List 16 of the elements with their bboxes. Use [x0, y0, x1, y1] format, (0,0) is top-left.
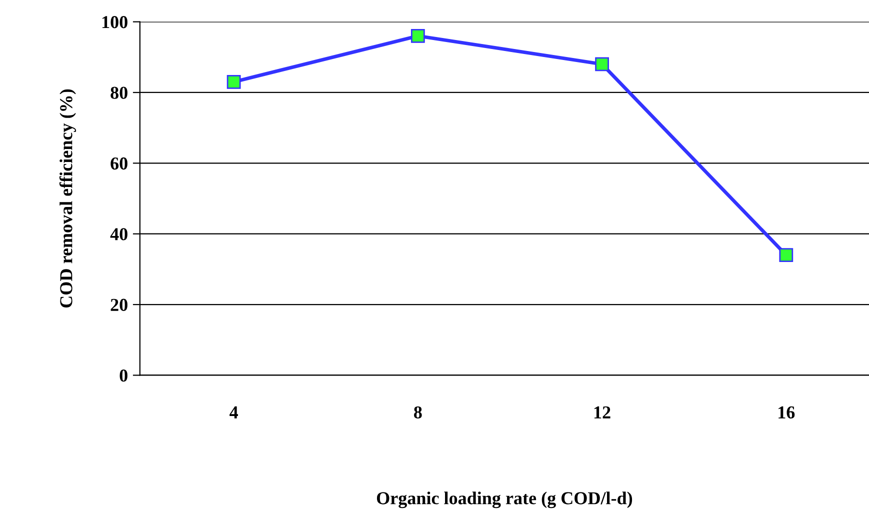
y-tick-label: 0: [120, 369, 128, 382]
x-tick-label: 16: [778, 406, 795, 418]
y-tick-label: 80: [110, 86, 128, 99]
y-tick-label: 60: [110, 157, 128, 170]
point: [410, 28, 425, 43]
x-tick-label: 12: [594, 406, 610, 418]
x-tick-label: 4: [230, 406, 238, 418]
point: [226, 74, 241, 89]
y-tick-label: 40: [110, 228, 128, 240]
x-tick-label: 8: [414, 406, 422, 418]
x-axis-title: Organic loading rate (g COD/l-d): [376, 492, 632, 508]
y-tick-label: 100: [102, 16, 128, 28]
point: [779, 248, 794, 262]
point: [595, 57, 609, 72]
y-tick-label: 20: [110, 298, 128, 311]
y-axis-title: COD removal efficiency (%): [59, 89, 76, 308]
